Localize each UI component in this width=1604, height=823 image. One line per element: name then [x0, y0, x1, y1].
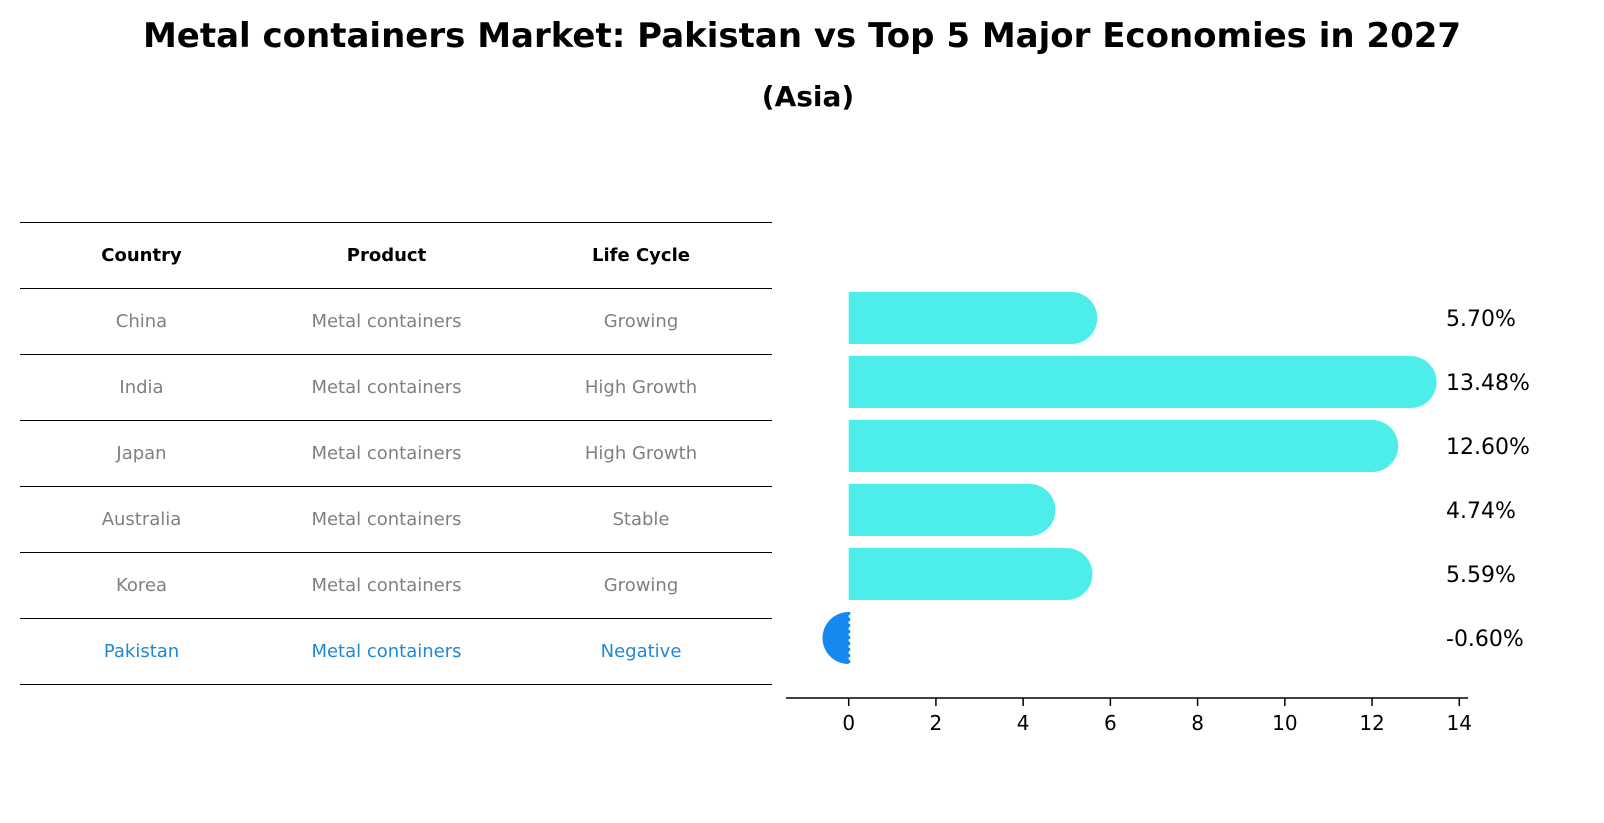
value-label: 5.70% — [1446, 307, 1516, 332]
bar-pakistan — [822, 612, 849, 664]
header-country: Country — [20, 222, 263, 289]
chart-title: Metal containers Market: Pakistan vs Top… — [142, 16, 1462, 56]
header-life-cycle: Life Cycle — [510, 222, 772, 289]
cell-country: India — [20, 354, 263, 421]
x-tick-label: 2 — [930, 711, 943, 735]
cell-product: Metal containers — [263, 552, 510, 619]
cell-product: Metal containers — [263, 486, 510, 553]
table-row: Korea Metal containers Growing — [20, 552, 772, 619]
cell-life-cycle: Growing — [510, 288, 772, 355]
cell-life-cycle: Negative — [510, 618, 772, 685]
growth-bar-chart: 5.70% 13.48% 12.60% 4.74% 5.59% -0.60% 0 2 4 6 8 10… — [786, 292, 1530, 735]
cell-country: Pakistan — [20, 618, 263, 685]
value-label: 4.74% — [1446, 499, 1516, 524]
x-tick-label: 10 — [1272, 711, 1297, 735]
cell-product: Metal containers — [263, 618, 510, 685]
value-label: 12.60% — [1446, 435, 1530, 460]
table-row: China Metal containers Growing — [20, 288, 772, 355]
value-label: -0.60% — [1446, 627, 1524, 652]
cell-life-cycle: High Growth — [510, 354, 772, 421]
table-row: Japan Metal containers High Growth — [20, 420, 772, 487]
bar-japan — [848, 420, 1399, 472]
x-tick-label: 14 — [1447, 711, 1472, 735]
x-tick-label: 6 — [1104, 711, 1117, 735]
comparison-table: Country Product Life Cycle China Metal c… — [20, 222, 772, 685]
cell-product: Metal containers — [263, 420, 510, 487]
cell-life-cycle: Growing — [510, 552, 772, 619]
table-row-highlight: Pakistan Metal containers Negative — [20, 618, 772, 685]
table-row: Australia Metal containers Stable — [20, 486, 772, 553]
bar-korea — [848, 548, 1093, 600]
cell-product: Metal containers — [263, 354, 510, 421]
value-label: 5.59% — [1446, 563, 1516, 588]
chart-subtitle: (Asia) — [761, 80, 855, 113]
table-header-row: Country Product Life Cycle — [20, 222, 772, 289]
x-tick-label: 8 — [1191, 711, 1204, 735]
cell-country: Australia — [20, 486, 263, 553]
cell-country: Korea — [20, 552, 263, 619]
x-tick-label: 0 — [842, 711, 855, 735]
cell-country: Japan — [20, 420, 263, 487]
bar-australia — [848, 484, 1056, 536]
x-tick-label: 12 — [1359, 711, 1384, 735]
x-tick-label: 4 — [1017, 711, 1030, 735]
value-label: 13.48% — [1446, 371, 1530, 396]
bar-china — [848, 292, 1098, 344]
bar-india — [848, 356, 1437, 408]
header-product: Product — [263, 222, 510, 289]
cell-country: China — [20, 288, 263, 355]
table-row: India Metal containers High Growth — [20, 354, 772, 421]
cell-life-cycle: Stable — [510, 486, 772, 553]
cell-product: Metal containers — [263, 288, 510, 355]
cell-life-cycle: High Growth — [510, 420, 772, 487]
